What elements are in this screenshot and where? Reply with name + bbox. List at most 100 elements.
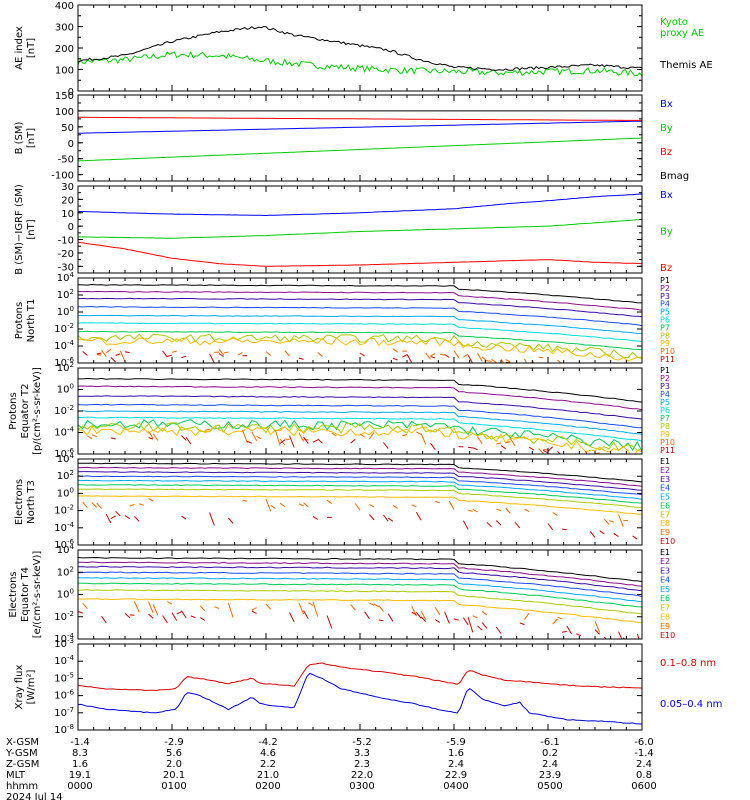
orbit-value: 0.8 (636, 770, 652, 781)
panel-frame (77, 367, 643, 455)
y-tick-label: 100 (55, 107, 74, 118)
y-axis-label-line: Protons (8, 392, 19, 429)
series-line-p10 (87, 428, 600, 454)
y-tick-label: 300 (55, 23, 74, 34)
orbit-value: -4.2 (258, 737, 278, 748)
orbit-value: 0600 (631, 781, 656, 792)
y-axis-label: AE index [nT] (14, 26, 37, 70)
series-line-p5 (78, 410, 642, 435)
series-line-by (78, 137, 642, 162)
y-tick-label: 10-6 (54, 447, 74, 460)
legend-e9: E9 (660, 622, 670, 631)
y-tick-label: 200 (55, 44, 74, 55)
series-line-e2 (78, 561, 642, 587)
orbit-value: -1.4 (634, 748, 654, 759)
panel-2-data (78, 110, 642, 162)
panel-frame (77, 185, 643, 274)
y-tick-label: 102 (57, 469, 74, 482)
orbit-value: -2.9 (164, 737, 184, 748)
legend-e2: E2 (660, 557, 670, 566)
legend-p9: P9 (660, 339, 670, 348)
legend-e5: E5 (660, 493, 670, 502)
orbit-value: 0000 (67, 781, 92, 792)
panel-2: -100 -50 0 50 100 150 B (SM) [nT] Bx By Bz Bmag (14, 91, 689, 182)
y-tick-label: 102 (57, 565, 74, 578)
series-line-bz (78, 241, 642, 267)
legend-p3: P3 (660, 292, 670, 301)
series-line-p8 (78, 333, 642, 359)
panel-6-data (78, 462, 642, 540)
y-axis-label-line: Protons (14, 302, 25, 339)
legend-bx: Bx (660, 99, 673, 110)
orbit-value: -5.9 (446, 737, 466, 748)
y-axis-label-line: B (SM) (14, 121, 25, 154)
legend-p2: P2 (660, 284, 670, 293)
orbit-value: 0300 (349, 781, 374, 792)
series-line-p9 (78, 337, 642, 362)
panel-4-data (78, 283, 642, 363)
panel-frame (77, 458, 643, 546)
orbit-value: 0400 (443, 781, 468, 792)
orbit-value: 23.9 (539, 770, 561, 781)
series-line-p11 (82, 350, 511, 363)
series-line-e10 (78, 610, 640, 639)
y-tick-label: -20 (58, 249, 74, 260)
y-axis-label-line: North T3 (26, 480, 37, 524)
y-tick-label: -50 (58, 155, 74, 166)
legend-e10: E10 (660, 537, 675, 546)
series-line-0-1-0-8-nm (78, 662, 642, 692)
orbit-value: 3.3 (354, 748, 370, 759)
y-tick-label: 10-4 (54, 521, 74, 534)
series-line-e6 (78, 582, 642, 608)
y-axis-label-line: [nT] (26, 219, 37, 239)
series-line-p2 (78, 290, 642, 311)
panel-5: 10-6 10-4 10-2 100 102 Protons Equator T2 [p/(c… (8, 361, 675, 460)
y-tick-label: 100 (57, 383, 74, 396)
legend-e7: E7 (660, 603, 670, 612)
series-line-e4 (78, 571, 642, 598)
series-line-p4 (78, 306, 642, 327)
legend-p4: P4 (660, 390, 670, 399)
legend-p11: P11 (660, 355, 675, 364)
legend-e3: E3 (660, 566, 670, 575)
y-axis-label-line: [nT] (26, 38, 37, 58)
y-tick-label: 10-8 (54, 723, 74, 736)
series-line-p2 (78, 385, 642, 411)
series-line-p8 (78, 422, 642, 451)
legend-bmag: Bmag (660, 171, 689, 182)
y-tick-label: 10-2 (54, 504, 74, 517)
orbit-value: 22.9 (445, 770, 467, 781)
panel-frame (77, 549, 643, 640)
legend-p5: P5 (660, 308, 670, 317)
legend-themis-ae: Themis AE (659, 60, 713, 71)
y-axis-label: Protons Equator T2 [p/(cm²-s-sr-keV)] (8, 367, 43, 455)
orbit-value: -1.4 (70, 737, 90, 748)
y-axis-label-line: Equator T2 (20, 384, 31, 439)
series-line-e5 (78, 577, 642, 603)
legend-p4: P4 (660, 300, 670, 309)
series-line-bx (78, 120, 642, 134)
y-axis-label-line: Xray flux (14, 665, 25, 710)
y-tick-label: 10-2 (54, 322, 74, 335)
y-tick-label: 20 (61, 195, 74, 206)
legend-bz: Bz (660, 147, 672, 158)
series-line-e7 (78, 589, 642, 615)
legend-e1: E1 (660, 548, 670, 557)
legend-e7: E7 (660, 510, 670, 519)
legend-bx: Bx (660, 190, 673, 201)
series-line-e7 (78, 488, 642, 508)
series-line-e8 (78, 495, 642, 515)
series-line-e9 (82, 498, 628, 527)
series-line-e6 (78, 484, 642, 504)
panel-3: -30 -20 -10 0 10 20 30 B (SM)−IGRF (SM) [nT] Bx By… (14, 182, 673, 275)
y-axis-label-line: AE index (14, 26, 25, 70)
series-line-p4 (78, 403, 642, 429)
series-line-bx (78, 193, 642, 217)
y-tick-label: 50 (61, 123, 74, 134)
legend-p9: P9 (660, 430, 670, 439)
orbit-row-label: MLT (6, 770, 26, 781)
series-line-e3 (78, 471, 642, 491)
orbit-value: -6.0 (634, 737, 654, 748)
panel-8-data (78, 662, 642, 725)
series-line-p3 (78, 395, 642, 420)
